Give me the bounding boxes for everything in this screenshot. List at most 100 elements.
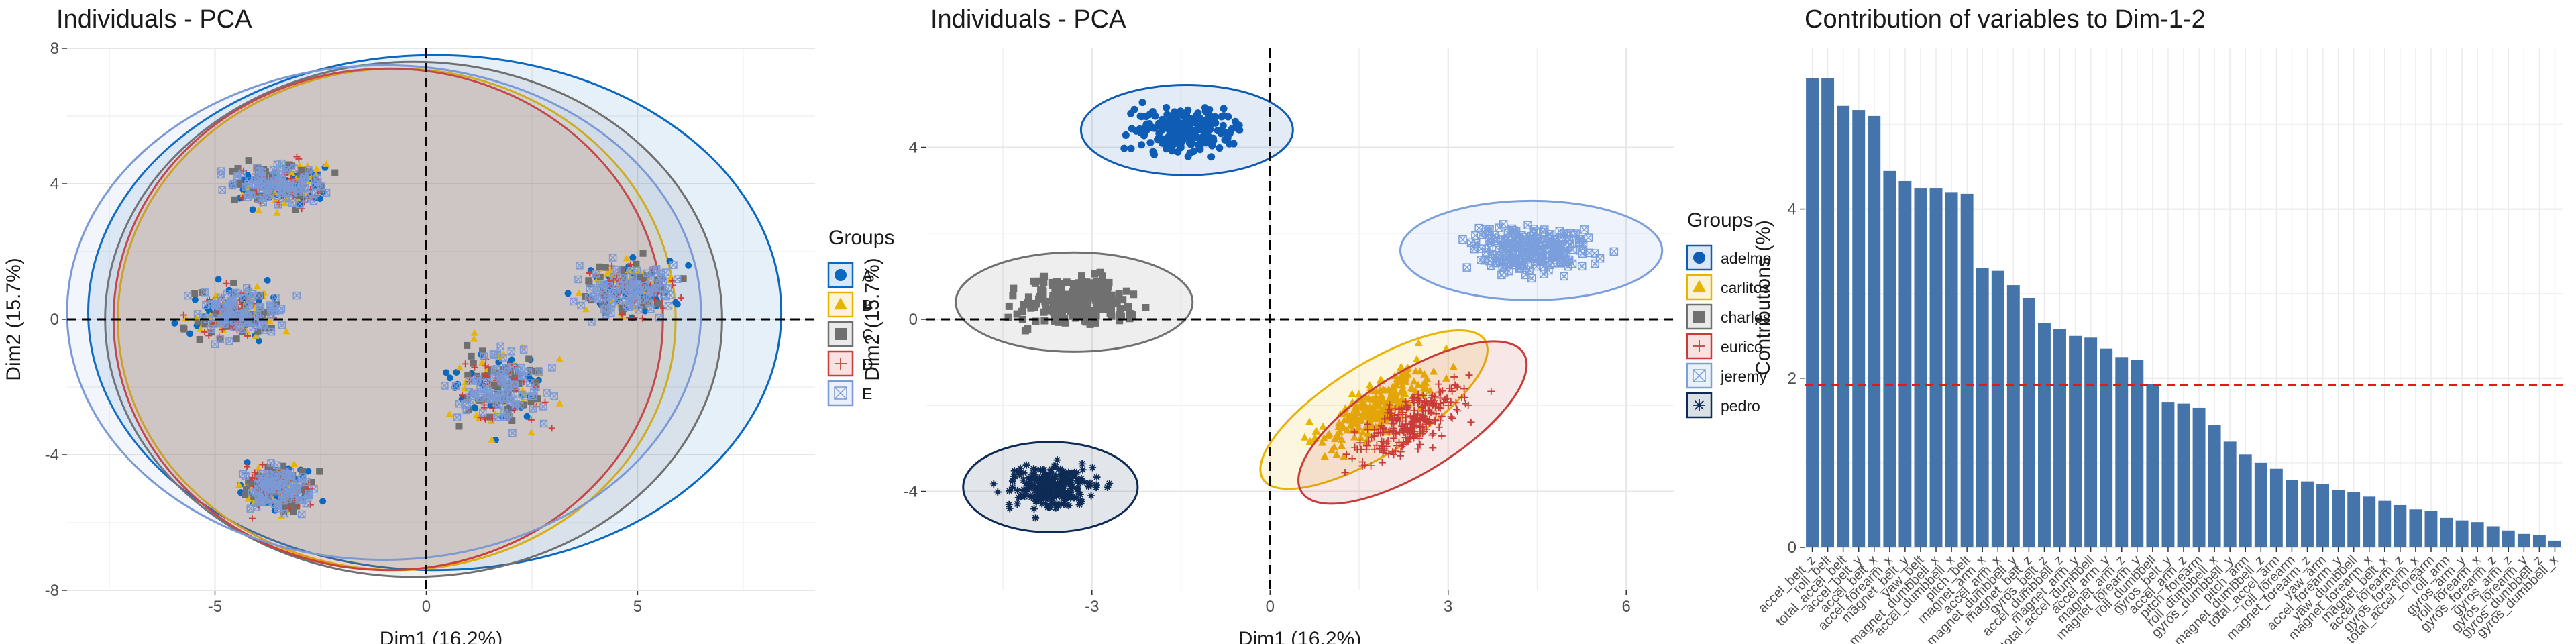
data-point	[473, 411, 481, 419]
data-point	[451, 382, 460, 390]
data-point	[612, 266, 621, 274]
data-point	[288, 175, 295, 182]
data-point	[487, 417, 495, 424]
data-point	[635, 305, 643, 314]
data-point	[1005, 500, 1013, 508]
data-point	[518, 390, 526, 399]
data-point	[254, 485, 263, 493]
data-point	[1040, 470, 1048, 478]
points-eurico	[1341, 371, 1495, 477]
data-point	[289, 502, 297, 509]
data-point	[322, 189, 331, 197]
bar	[1821, 78, 1835, 547]
data-point	[1487, 261, 1495, 270]
data-point	[1071, 309, 1079, 317]
data-point	[1053, 278, 1061, 286]
data-point	[1452, 398, 1460, 407]
legend-marker	[835, 328, 847, 340]
data-point	[303, 195, 311, 203]
data-point	[1393, 381, 1401, 389]
data-point	[1052, 484, 1060, 492]
data-point	[1116, 305, 1124, 313]
data-point	[484, 364, 492, 371]
data-point	[669, 261, 678, 269]
data-point	[664, 302, 673, 310]
data-point	[292, 206, 299, 213]
data-point	[1480, 228, 1489, 237]
data-point	[294, 188, 303, 196]
bar	[2517, 533, 2530, 547]
data-point	[246, 295, 254, 303]
points-layer	[171, 153, 692, 522]
data-point	[1467, 418, 1475, 426]
data-point	[1013, 310, 1021, 318]
data-point	[255, 207, 263, 214]
data-point	[510, 380, 519, 388]
data-point	[1044, 307, 1053, 315]
bar	[1991, 270, 2004, 547]
data-point	[1429, 398, 1437, 407]
data-point	[490, 382, 498, 389]
data-point	[1106, 303, 1114, 311]
y-tick-label: 8	[50, 40, 59, 58]
data-point	[548, 364, 556, 372]
data-point	[201, 288, 209, 297]
data-point	[1053, 456, 1061, 464]
data-point	[1462, 263, 1472, 272]
data-point	[464, 371, 472, 378]
data-point	[1019, 476, 1027, 484]
data-point	[1074, 485, 1082, 493]
data-point	[1030, 465, 1038, 473]
data-point	[1320, 452, 1329, 460]
legend-marker	[1693, 280, 1706, 292]
data-point	[625, 266, 633, 274]
data-point	[1397, 362, 1405, 370]
data-point	[264, 276, 271, 284]
bar	[2532, 535, 2546, 547]
data-point	[1040, 466, 1049, 474]
data-point	[1070, 280, 1078, 288]
data-point	[1013, 500, 1021, 508]
data-point	[280, 508, 288, 515]
data-point	[543, 389, 551, 397]
data-point	[555, 355, 564, 362]
data-point	[228, 181, 237, 190]
contribution-bar-chart: 024accel_belt_zroll_belttotal_accel_belt…	[1752, 48, 2563, 644]
data-point	[274, 472, 282, 481]
data-point	[482, 415, 489, 423]
data-point	[685, 262, 692, 269]
points-pedro	[989, 456, 1114, 522]
data-point	[484, 386, 492, 395]
data-point	[1083, 278, 1091, 286]
data-point	[1385, 400, 1393, 409]
data-point	[602, 264, 609, 271]
data-point	[280, 509, 289, 518]
data-point	[1031, 487, 1039, 495]
data-point	[506, 368, 514, 375]
data-point	[1509, 226, 1519, 235]
bar	[1883, 170, 1896, 547]
data-point	[1142, 304, 1150, 312]
data-point	[1127, 144, 1135, 152]
data-point	[500, 409, 508, 417]
bar	[2486, 526, 2500, 547]
data-point	[1049, 300, 1057, 308]
data-point	[270, 177, 278, 185]
data-point	[1342, 450, 1350, 458]
data-point	[1419, 380, 1428, 388]
data-point	[1115, 290, 1123, 298]
data-point	[1386, 409, 1394, 417]
bar	[2223, 441, 2237, 547]
data-point	[274, 201, 282, 209]
data-point	[1356, 439, 1364, 447]
legend-label: pedro	[1721, 397, 1760, 415]
data-point	[1440, 398, 1448, 407]
data-point	[582, 305, 590, 313]
data-point	[1532, 262, 1541, 271]
bar	[2022, 298, 2035, 547]
data-point	[1420, 427, 1428, 435]
data-point	[1048, 489, 1056, 497]
data-point	[1017, 492, 1025, 500]
data-point	[248, 479, 256, 486]
data-point	[1185, 114, 1193, 122]
